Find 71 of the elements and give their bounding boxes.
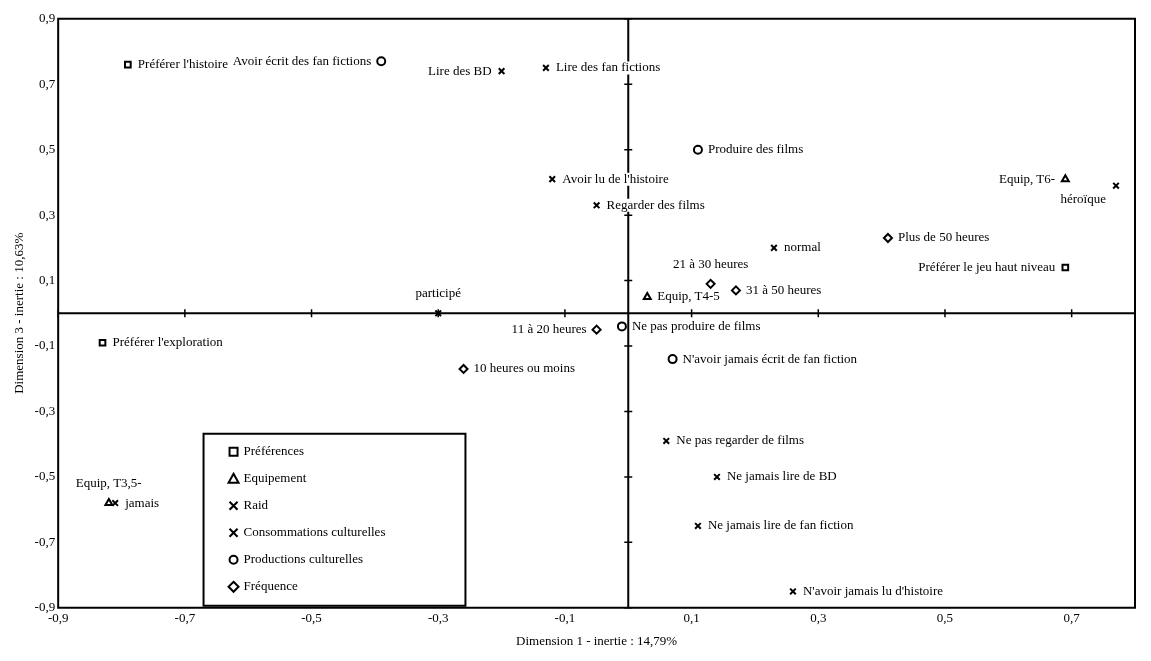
point <box>730 285 741 296</box>
y-tick-label: 0,9 <box>38 10 56 26</box>
annotation: Lire des fan fictions <box>555 59 661 75</box>
x-axis-title: Dimension 1 - inertie : 14,79% <box>516 632 678 648</box>
legend-label: Consommations culturelles <box>243 524 386 540</box>
y-tick-label: 0,3 <box>38 206 56 222</box>
annotation: Equip, T6- <box>999 170 1056 186</box>
annotation: héroïque <box>1060 190 1107 206</box>
y-tick-label: -0,3 <box>34 402 56 418</box>
annotation: Produire des films <box>707 141 804 157</box>
point <box>705 278 716 289</box>
annotation: Ne jamais lire de BD <box>726 468 837 484</box>
annotation: jamais <box>124 494 160 510</box>
y-tick-label: -0,5 <box>34 468 56 484</box>
annotation: N'avoir jamais lu d'histoire <box>802 582 944 598</box>
annotation: Lire des BD <box>428 62 492 78</box>
x-tick-label: -0,7 <box>174 610 196 626</box>
point <box>548 175 557 183</box>
legend-label: Fréquence <box>243 578 298 594</box>
x-tick-label: 0,7 <box>1063 610 1081 626</box>
point <box>458 363 469 374</box>
point <box>1061 263 1070 272</box>
y-axis-title: Dimension 3 - inertie : 10,63% <box>11 232 27 394</box>
point <box>592 201 601 210</box>
point <box>124 60 132 69</box>
point <box>591 324 602 335</box>
annotation: Regarder des films <box>606 196 705 212</box>
annotation: 21 à 30 heures <box>672 255 749 271</box>
y-tick-label: 0,7 <box>38 75 56 91</box>
legend-label: Préférences <box>243 443 305 459</box>
point <box>882 233 893 244</box>
legend-label: Raid <box>243 497 269 513</box>
x-tick-label: -0,1 <box>554 610 576 626</box>
y-tick-label: 0,1 <box>38 272 56 287</box>
point <box>662 437 671 445</box>
annotation: Avoir écrit des fan fictions <box>232 52 372 68</box>
y-tick-label: -0,1 <box>34 337 56 353</box>
annotation: Plus de 50 heures <box>897 229 990 245</box>
annotation: Avoir lu de l'histoire <box>562 170 669 186</box>
annotation: Ne pas produire de films <box>631 317 761 333</box>
point <box>1060 174 1070 183</box>
annotation: 11 à 20 heures <box>511 321 587 337</box>
annotation: 31 à 50 heures <box>745 281 822 297</box>
legend-label: Productions culturelles <box>243 551 364 567</box>
x-tick-label: -0,5 <box>301 610 322 626</box>
annotation: Ne jamais lire de fan fiction <box>707 517 854 533</box>
annotation: N'avoir jamais écrit de fan fiction <box>682 350 858 366</box>
y-tick-label: 0,5 <box>38 141 56 157</box>
x-tick-label: 0,1 <box>683 610 700 626</box>
y-tick-label: -0,7 <box>34 533 56 549</box>
x-tick-label: 0,5 <box>936 610 954 626</box>
x-tick-label: 0,3 <box>810 610 827 626</box>
annotation: Préférer l'exploration <box>112 334 224 350</box>
point <box>667 354 678 365</box>
legend-label: Equipement <box>243 470 307 486</box>
annotation: Préférer l'histoire <box>137 56 229 72</box>
annotation: Equip, T3,5- <box>75 475 142 491</box>
annotation: 10 heures ou moins <box>473 360 576 376</box>
annotation: Préférer le jeu haut niveau <box>918 258 1056 274</box>
annotation: Ne pas regarder de films <box>676 432 805 448</box>
point <box>1112 181 1120 190</box>
annotation: Equip, T4-5 <box>657 288 720 304</box>
point <box>376 56 387 67</box>
point <box>98 338 107 347</box>
point <box>616 321 627 332</box>
point <box>692 144 703 155</box>
annotation: participé <box>415 285 462 301</box>
x-tick-label: -0,3 <box>427 610 449 626</box>
point <box>104 498 114 507</box>
annotation: normal <box>783 239 822 255</box>
point <box>642 291 652 300</box>
